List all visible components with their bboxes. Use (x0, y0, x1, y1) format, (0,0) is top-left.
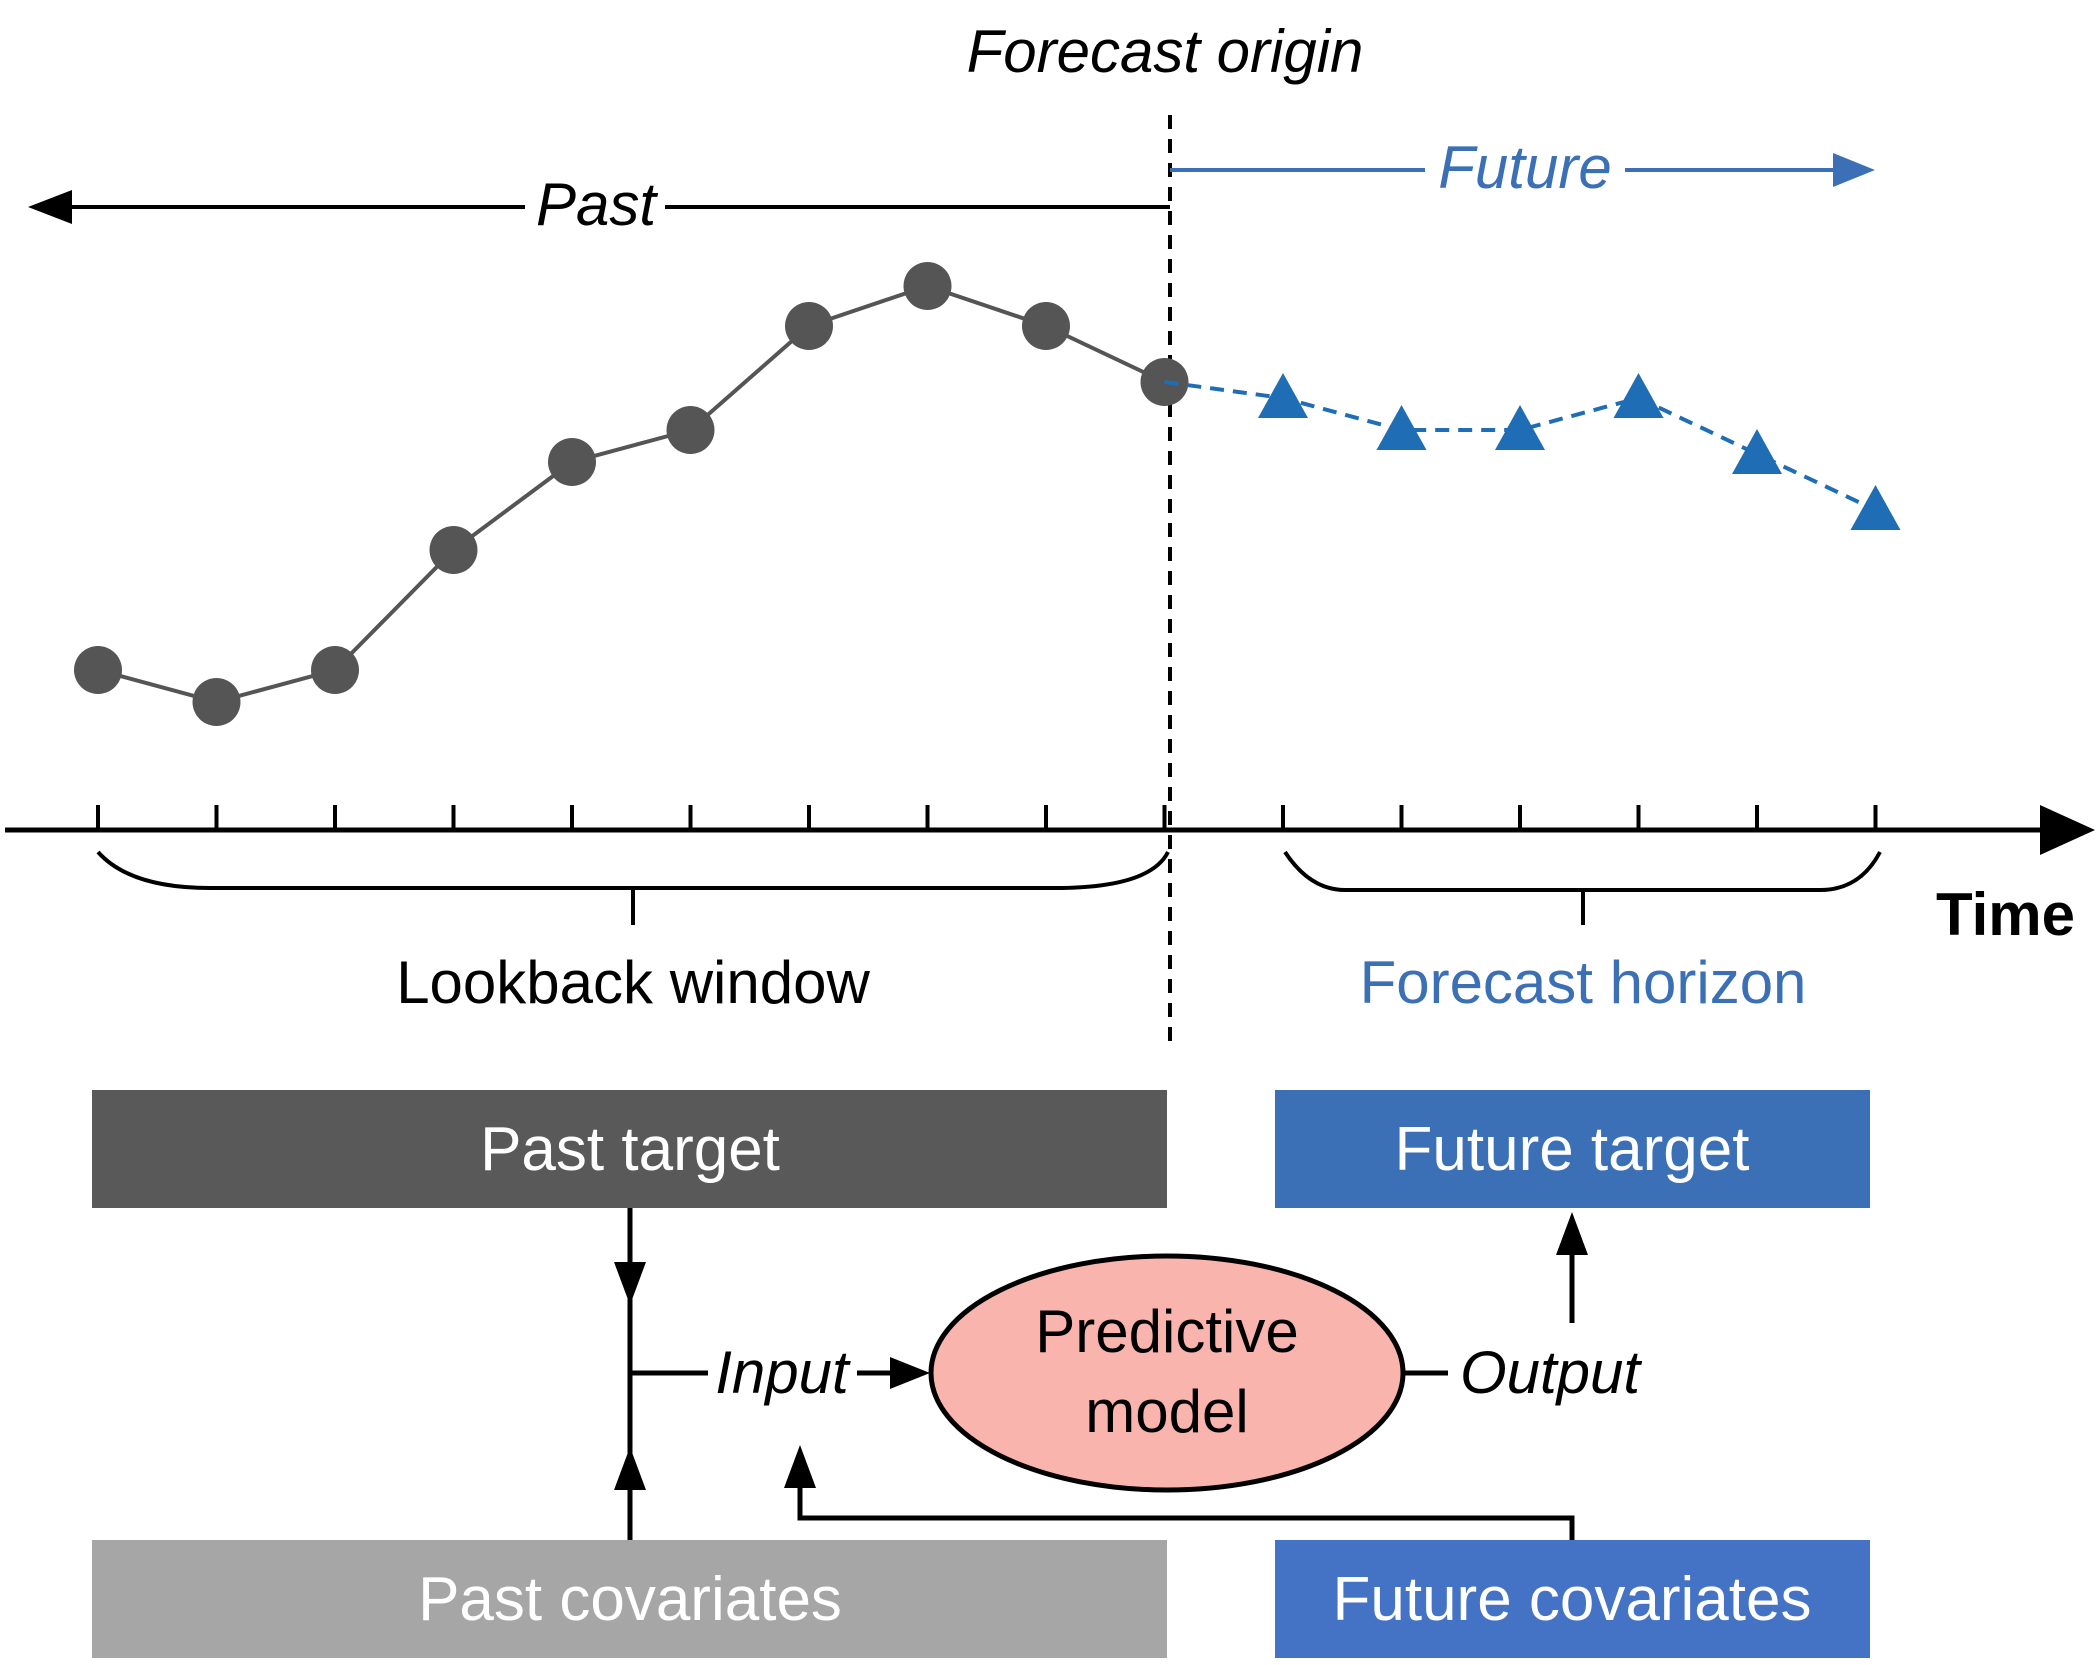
output-up-arrow (1556, 1212, 1588, 1255)
future-covariates-up-arrow (784, 1445, 816, 1488)
lookback-window-label: Lookback window (396, 949, 870, 1016)
future-target-box (1275, 1090, 1870, 1208)
past-point (192, 678, 241, 726)
past-target-label: Past target (480, 1115, 780, 1184)
past-point (548, 438, 596, 486)
past-point (74, 646, 122, 694)
future-arrowhead (1833, 153, 1875, 187)
forecast-horizon-label: Forecast horizon (1360, 949, 1807, 1016)
future-covariates-label: Future covariates (1333, 1565, 1812, 1634)
future-series (1164, 373, 1901, 530)
future-covariates-box (1275, 1540, 1870, 1658)
past-point (903, 262, 952, 310)
past-covariates-box (92, 1540, 1167, 1658)
output-label: Output (1460, 1339, 1642, 1406)
lookback-bracket (96, 850, 1170, 890)
past-covariates-label: Past covariates (418, 1565, 842, 1634)
past-covariates-up-arrow (614, 1447, 646, 1490)
future-point (1613, 373, 1664, 418)
past-target-down-arrow (614, 1262, 646, 1305)
forecast-horizon-bracket (1283, 850, 1882, 892)
forecast-origin-label: Forecast origin (967, 18, 1364, 85)
past-point (1022, 302, 1070, 350)
time-label: Time (1936, 881, 2075, 948)
axis-ticks (96, 805, 1878, 830)
future-covariates-connector (797, 1470, 1575, 1540)
future-label: Future (1438, 134, 1611, 201)
past-point (429, 526, 478, 574)
input-arrowhead (890, 1357, 930, 1389)
past-series (74, 262, 1189, 726)
future-point (1258, 373, 1308, 418)
future-point (1850, 485, 1901, 530)
past-point (785, 302, 833, 350)
past-arrowhead (28, 190, 72, 224)
past-point (311, 646, 359, 694)
past-target-box (92, 1090, 1167, 1208)
past-label: Past (536, 171, 658, 238)
future-target-label: Future target (1395, 1115, 1750, 1184)
predictive-model-label-line2: model (1085, 1378, 1248, 1445)
predictive-model-label-line1: Predictive (1035, 1298, 1298, 1365)
future-point (1732, 429, 1782, 474)
future-point (1376, 405, 1427, 450)
predictive-model-ellipse (928, 1253, 1406, 1493)
future-point (1495, 405, 1545, 450)
past-point (666, 406, 715, 454)
time-axis-arrowhead (2040, 805, 2095, 855)
input-label: Input (715, 1339, 851, 1406)
past-series-line (97, 283, 1166, 705)
